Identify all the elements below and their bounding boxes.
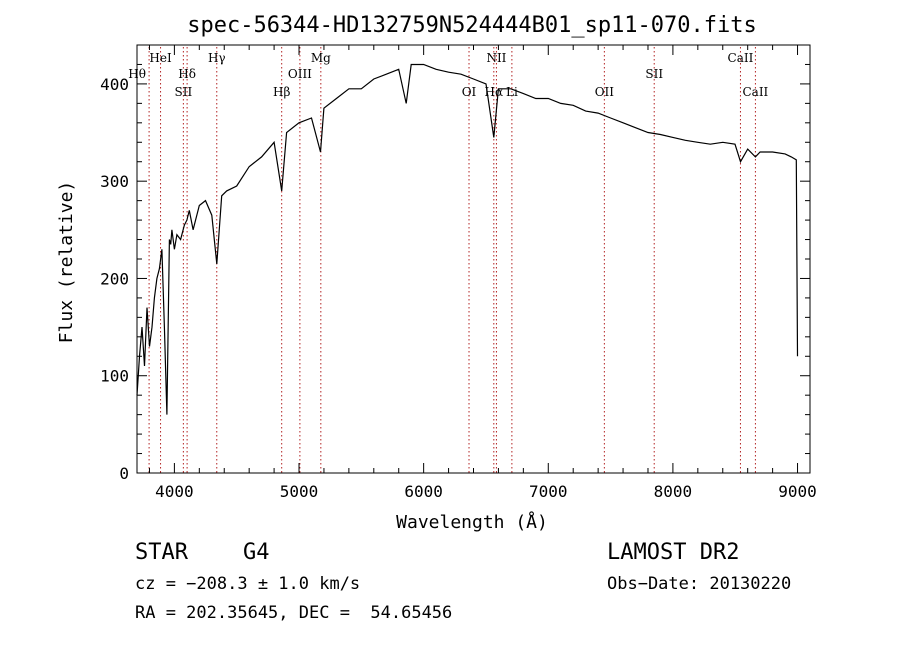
survey-name: LAMOST DR2: [607, 540, 740, 565]
obs-date: Obs−Date: 20130220: [607, 574, 792, 594]
line-marker-label: SII: [175, 85, 193, 99]
line-marker-label: OII: [595, 85, 615, 99]
chart-title: spec-56344-HD132759N524444B01_sp11-070.f…: [187, 13, 757, 38]
x-tick-label: 9000: [778, 482, 817, 501]
spectrum-chart: spec-56344-HD132759N524444B01_sp11-070.f…: [56, 13, 817, 533]
y-axis-label: Flux (relative): [56, 181, 77, 344]
line-marker-label: Hγ: [208, 51, 226, 65]
line-marker-label: Li: [506, 85, 518, 99]
line-marker-label: NII: [486, 51, 506, 65]
x-tick-label: 8000: [654, 482, 693, 501]
x-tick-label: 7000: [529, 482, 568, 501]
line-marker-label: CaII: [728, 51, 754, 65]
y-tick-label: 0: [119, 464, 129, 483]
line-marker-label: HeI: [149, 51, 172, 65]
line-marker-label: CaII: [742, 85, 768, 99]
x-tick-label: 6000: [404, 482, 443, 501]
y-tick-label: 200: [100, 269, 129, 288]
object-class: STAR: [135, 540, 188, 565]
line-marker-label: OI: [462, 85, 477, 99]
coordinates: RA = 202.35645, DEC = 54.65456: [135, 603, 453, 623]
redshift-readout: cz = −208.3 ± 1.0 km/s: [135, 574, 361, 594]
x-tick-label: 5000: [280, 482, 319, 501]
object-subclass: G4: [243, 540, 270, 565]
line-marker-label: OIII: [288, 67, 312, 81]
tick-layer: 4000 5000 6000 7000 8000 9000 0 100 200 300 400: [100, 45, 817, 501]
y-tick-label: 400: [100, 75, 129, 94]
line-marker-label: SII: [645, 67, 663, 81]
y-tick-label: 100: [100, 367, 129, 386]
series-layer: [136, 63, 799, 415]
plot-frame: [136, 44, 811, 474]
line-marker-label: Hδ: [178, 67, 196, 81]
y-tick-label: 300: [100, 172, 129, 191]
line-marker-label: Hβ: [273, 85, 290, 99]
x-tick-label: 4000: [155, 482, 194, 501]
line-marker-label: Hθ: [128, 67, 146, 81]
line-marker-label: Mg: [311, 51, 331, 65]
series-line-flux: [136, 63, 799, 415]
x-axis-label: Wavelength (Å): [396, 511, 548, 533]
